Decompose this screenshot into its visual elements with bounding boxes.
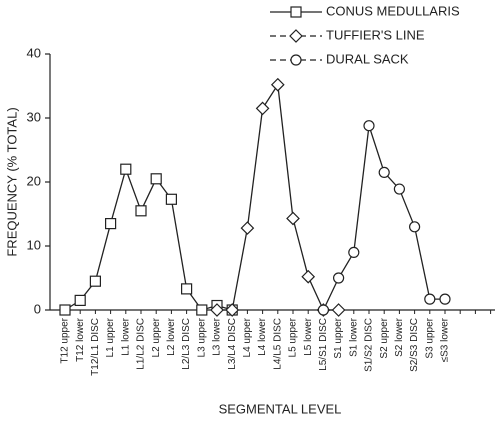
x-tick-label: T12 upper bbox=[60, 317, 71, 363]
legend-label: DURAL SACK bbox=[326, 51, 409, 66]
legend-marker bbox=[290, 6, 302, 18]
x-tick-label: S2/S3 DISC bbox=[409, 318, 420, 372]
data-point bbox=[333, 272, 345, 284]
data-point bbox=[135, 205, 147, 217]
data-point bbox=[196, 304, 208, 316]
x-tick-label: L3 upper bbox=[196, 317, 207, 357]
x-tick-label: L4 lower bbox=[257, 317, 268, 355]
x-tick-label: S1 upper bbox=[333, 317, 344, 358]
x-tick-label: L2 lower bbox=[166, 317, 177, 355]
data-point bbox=[104, 218, 117, 230]
legend-marker bbox=[289, 29, 303, 43]
data-point bbox=[409, 221, 421, 233]
x-tick-label: S2 upper bbox=[379, 317, 390, 358]
data-point bbox=[225, 303, 240, 317]
x-tick-label: T12/L1 DISC bbox=[90, 318, 101, 376]
data-point bbox=[286, 211, 300, 226]
legend-label: CONUS MEDULLARIS bbox=[326, 3, 460, 18]
x-axis-title: SEGMENTAL LEVEL bbox=[219, 401, 342, 416]
x-tick-label: L5 lower bbox=[303, 317, 314, 355]
data-point bbox=[210, 303, 224, 317]
x-tick-label: L4 upper bbox=[242, 317, 253, 357]
x-tick-label: L1 upper bbox=[105, 317, 116, 357]
data-point bbox=[150, 173, 162, 185]
x-tick-label: L2 upper bbox=[151, 317, 162, 357]
y-tick-label: 20 bbox=[27, 173, 41, 188]
data-point bbox=[181, 283, 193, 295]
x-tick-label: S3 upper bbox=[424, 317, 435, 358]
series-line bbox=[64, 167, 233, 311]
y-tick-label: 30 bbox=[27, 109, 41, 124]
data-point bbox=[89, 275, 102, 287]
x-tick-label: L4/L5 DISC bbox=[272, 318, 283, 370]
x-tick-label: L2/L3 DISC bbox=[181, 318, 192, 370]
legend-label: TUFFIER'S LINE bbox=[326, 27, 425, 42]
data-point bbox=[393, 183, 405, 195]
x-tick-label: S1/S2 DISC bbox=[364, 318, 375, 372]
x-tick-label: L1 lower bbox=[120, 317, 131, 355]
data-point bbox=[301, 269, 316, 284]
data-point bbox=[439, 293, 451, 305]
x-tick-label: S1 lower bbox=[348, 317, 359, 357]
y-tick-label: 10 bbox=[27, 237, 41, 252]
data-point bbox=[59, 304, 71, 316]
x-tick-label: L3/L4 DISC bbox=[227, 318, 238, 370]
x-tick-label: T12 lower bbox=[75, 317, 86, 362]
x-tick-label: ≤S3 lower bbox=[440, 317, 451, 362]
data-point bbox=[240, 221, 255, 235]
data-point bbox=[363, 120, 375, 132]
data-point bbox=[424, 293, 436, 305]
data-point bbox=[317, 304, 329, 316]
data-point bbox=[165, 193, 177, 205]
series-line bbox=[217, 82, 339, 311]
y-tick-label: 40 bbox=[27, 45, 41, 60]
data-point bbox=[348, 246, 360, 258]
y-tick-label: 0 bbox=[34, 301, 41, 316]
data-point bbox=[255, 101, 270, 116]
x-tick-label: L1/L2 DISC bbox=[136, 318, 147, 370]
data-point bbox=[270, 77, 285, 92]
data-point bbox=[74, 294, 86, 306]
data-point bbox=[120, 163, 132, 175]
x-tick-label: L5/S1 DISC bbox=[318, 318, 329, 371]
x-tick-label: L5 upper bbox=[288, 317, 299, 357]
x-tick-label: L3 lower bbox=[212, 317, 223, 355]
x-tick-label: S2 lower bbox=[394, 317, 405, 357]
data-point bbox=[378, 166, 390, 178]
legend-marker bbox=[290, 54, 302, 66]
y-axis-title: FREQUENCY (% TOTAL) bbox=[4, 107, 19, 256]
data-point bbox=[331, 303, 346, 317]
